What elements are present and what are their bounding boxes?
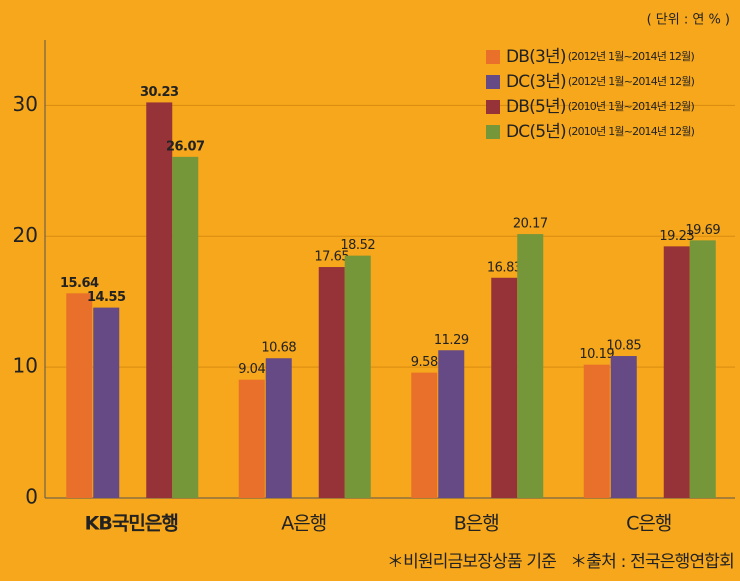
legend-name: DC(5년)	[506, 122, 566, 142]
value-label: 10.19	[579, 347, 614, 362]
x-tick-label: KB국민은행	[85, 513, 178, 535]
legend-period: (2010년 1월~2014년 12월)	[568, 100, 695, 113]
note: ＊출처 : 전국은행연합회	[570, 552, 734, 572]
legend-swatch	[486, 125, 500, 139]
legend-swatch	[486, 50, 500, 64]
legend-name: DB(3년)	[506, 47, 566, 67]
x-tick-label: A은행	[281, 513, 326, 535]
bar	[344, 255, 371, 498]
bar	[66, 293, 93, 498]
value-label: 9.58	[411, 355, 438, 370]
value-label: 26.07	[166, 139, 205, 154]
value-label: 19.23	[659, 229, 694, 244]
bar	[438, 350, 465, 498]
legend-swatch	[486, 75, 500, 89]
footnote: ＊비원리금보장상품 기준 ＊출처 : 전국은행연합회	[387, 552, 734, 572]
bar	[411, 372, 438, 498]
legend-swatch	[486, 100, 500, 114]
value-label: 14.55	[87, 290, 126, 305]
value-label: 18.52	[340, 238, 375, 253]
bar	[172, 156, 199, 499]
bar	[610, 356, 637, 498]
legend-period: (2012년 1월~2014년 12월)	[568, 50, 695, 63]
value-label: 15.64	[60, 276, 99, 291]
bar	[517, 234, 544, 498]
legend-name: DB(5년)	[506, 97, 566, 117]
y-tick-label: 10	[13, 354, 38, 378]
bar	[238, 379, 265, 498]
x-tick-label: C은행	[626, 513, 671, 535]
value-label: 9.04	[238, 362, 265, 377]
legend-name: DC(3년)	[506, 72, 566, 92]
bar	[265, 358, 292, 498]
x-tick-label: B은행	[454, 513, 499, 535]
legend-entry: DB(3년) (2012년 1월~2014년 12월)	[506, 47, 694, 67]
bar	[491, 277, 518, 498]
value-label: 17.65	[314, 250, 349, 265]
bar	[663, 246, 690, 498]
value-label: 19.69	[685, 223, 720, 238]
note: ＊비원리금보장상품 기준	[387, 552, 556, 572]
bar	[318, 267, 345, 498]
y-tick-label: 30	[13, 92, 38, 116]
value-label: 30.23	[140, 85, 179, 100]
legend-period: (2010년 1월~2014년 12월)	[568, 125, 695, 138]
y-tick-label: 0	[25, 485, 38, 509]
value-label: 10.85	[606, 339, 641, 354]
bar	[93, 307, 120, 498]
unit-label: ( 단위 : 연 % )	[647, 13, 730, 28]
legend-entry: DC(5년) (2010년 1월~2014년 12월)	[506, 122, 695, 142]
y-tick-label: 20	[13, 223, 38, 247]
value-label: 11.29	[434, 333, 469, 348]
value-label: 16.83	[487, 260, 522, 275]
legend-period: (2012년 1월~2014년 12월)	[568, 75, 695, 88]
bar	[146, 102, 173, 498]
bar	[689, 240, 716, 498]
value-label: 20.17	[513, 217, 548, 232]
legend-entry: DC(3년) (2012년 1월~2014년 12월)	[506, 72, 695, 92]
legend-entry: DB(5년) (2010년 1월~2014년 12월)	[506, 97, 694, 117]
bar	[583, 364, 610, 498]
value-label: 10.68	[261, 341, 296, 356]
